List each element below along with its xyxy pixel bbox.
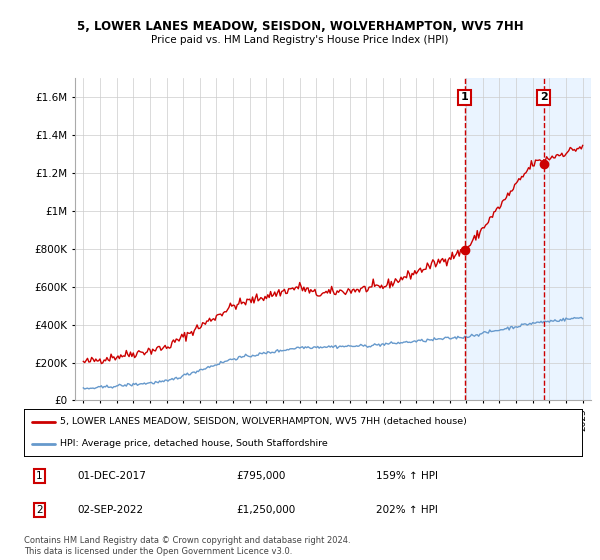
Text: HPI: Average price, detached house, South Staffordshire: HPI: Average price, detached house, Sout… [60, 439, 328, 448]
Text: 5, LOWER LANES MEADOW, SEISDON, WOLVERHAMPTON, WV5 7HH (detached house): 5, LOWER LANES MEADOW, SEISDON, WOLVERHA… [60, 417, 467, 426]
Text: £795,000: £795,000 [236, 471, 286, 481]
Text: 2: 2 [540, 92, 548, 102]
Text: 01-DEC-2017: 01-DEC-2017 [77, 471, 146, 481]
Text: Contains HM Land Registry data © Crown copyright and database right 2024.
This d: Contains HM Land Registry data © Crown c… [24, 536, 350, 556]
Bar [465, 78, 591, 400]
Text: 2: 2 [36, 505, 43, 515]
Text: 159% ↑ HPI: 159% ↑ HPI [376, 471, 437, 481]
Text: 1: 1 [36, 471, 43, 481]
Text: 202% ↑ HPI: 202% ↑ HPI [376, 505, 437, 515]
Text: 1: 1 [461, 92, 469, 102]
Text: 5, LOWER LANES MEADOW, SEISDON, WOLVERHAMPTON, WV5 7HH: 5, LOWER LANES MEADOW, SEISDON, WOLVERHA… [77, 20, 523, 32]
Text: £1,250,000: £1,250,000 [236, 505, 295, 515]
Text: Price paid vs. HM Land Registry's House Price Index (HPI): Price paid vs. HM Land Registry's House … [151, 35, 449, 45]
Text: 02-SEP-2022: 02-SEP-2022 [77, 505, 143, 515]
